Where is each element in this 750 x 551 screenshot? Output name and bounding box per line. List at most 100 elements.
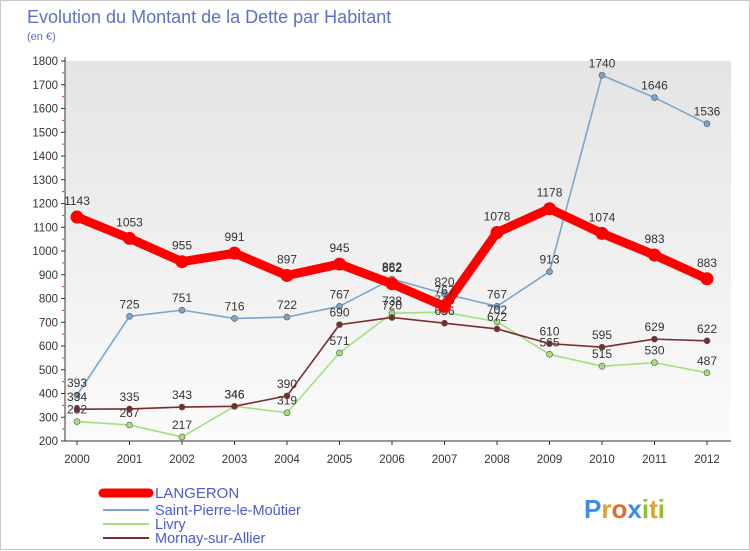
data-point bbox=[73, 418, 81, 425]
data-point bbox=[283, 313, 291, 321]
y-tick-label: 1800 bbox=[32, 56, 58, 68]
y-tick-label: 1300 bbox=[32, 175, 58, 187]
data-point bbox=[126, 313, 133, 320]
data-label: 487 bbox=[697, 354, 717, 368]
data-label: 571 bbox=[329, 334, 349, 348]
data-point bbox=[703, 369, 711, 377]
data-label: 945 bbox=[329, 241, 349, 255]
data-point bbox=[595, 226, 609, 240]
data-point bbox=[228, 246, 241, 260]
data-label: 672 bbox=[487, 310, 507, 324]
data-label: 390 bbox=[277, 377, 297, 391]
data-point bbox=[441, 319, 448, 327]
legend: LANGERONSaint-Pierre-le-MoûtierLivryMorn… bbox=[98, 485, 301, 547]
data-point bbox=[283, 409, 291, 417]
y-tick-label: 1600 bbox=[32, 104, 58, 116]
y-tick-label: 300 bbox=[39, 412, 58, 424]
y-tick-label: 1700 bbox=[32, 80, 58, 92]
data-point bbox=[490, 225, 504, 239]
data-label: 622 bbox=[697, 322, 717, 336]
data-label: 716 bbox=[224, 299, 244, 313]
data-label: 883 bbox=[697, 256, 717, 270]
data-label: 722 bbox=[277, 298, 297, 312]
data-point bbox=[231, 403, 238, 410]
data-label: 515 bbox=[592, 347, 612, 361]
data-point bbox=[598, 343, 606, 351]
data-label: 1646 bbox=[641, 79, 668, 93]
data-point bbox=[441, 290, 448, 298]
data-label: 913 bbox=[539, 253, 559, 267]
data-point bbox=[546, 351, 553, 358]
data-point bbox=[543, 202, 556, 216]
proxiti-logo: Proxiti bbox=[584, 494, 665, 524]
data-label: 702 bbox=[487, 303, 507, 317]
data-label: 983 bbox=[644, 232, 664, 246]
data-label: 1143 bbox=[64, 194, 90, 208]
y-tick-label: 1400 bbox=[32, 151, 58, 163]
series-0: 1143 1053 955 991 897 945 862 767 1078 1178 1074 98… bbox=[64, 186, 717, 313]
data-label: 897 bbox=[277, 252, 297, 266]
x-tick-label: 2000 bbox=[64, 454, 90, 466]
data-point bbox=[123, 231, 136, 245]
y-tick-label: 800 bbox=[39, 294, 58, 306]
data-point bbox=[703, 120, 711, 127]
data-point bbox=[126, 405, 133, 413]
data-point bbox=[333, 257, 346, 271]
data-label: 343 bbox=[172, 388, 192, 402]
data-label: 767 bbox=[329, 287, 349, 301]
y-tick-label: 600 bbox=[39, 341, 58, 353]
legend-label: Livry bbox=[155, 517, 186, 533]
data-label: 725 bbox=[119, 297, 139, 311]
plot-area bbox=[65, 61, 731, 441]
data-label: 767 bbox=[434, 283, 454, 297]
x-tick-label: 2004 bbox=[274, 454, 300, 466]
data-point bbox=[283, 392, 291, 400]
x-tick-label: 2007 bbox=[432, 454, 458, 466]
data-point bbox=[280, 268, 294, 282]
data-label: 1053 bbox=[116, 215, 143, 229]
data-label: 629 bbox=[644, 320, 664, 334]
data-point bbox=[546, 268, 553, 275]
y-tick-label: 400 bbox=[39, 389, 58, 401]
data-label: 217 bbox=[172, 418, 192, 432]
data-point bbox=[598, 362, 606, 370]
data-point bbox=[178, 403, 186, 411]
data-point bbox=[388, 314, 396, 321]
data-point bbox=[336, 303, 343, 310]
data-label: 738 bbox=[382, 294, 402, 308]
data-label: 820 bbox=[434, 275, 454, 289]
data-point bbox=[231, 315, 238, 322]
svg-text:Proxiti: Proxiti bbox=[584, 494, 665, 524]
data-label: 862 bbox=[382, 261, 402, 275]
data-point bbox=[126, 421, 133, 429]
data-label: 1074 bbox=[589, 210, 616, 224]
data-label: 595 bbox=[592, 328, 612, 342]
data-label: 530 bbox=[644, 344, 664, 358]
data-point bbox=[175, 255, 189, 269]
x-tick-label: 2001 bbox=[117, 454, 143, 466]
data-label: 690 bbox=[329, 306, 349, 320]
chart-title: Evolution du Montant de la Dette par Hab… bbox=[27, 7, 391, 27]
data-label: 955 bbox=[172, 239, 192, 253]
data-label: 1078 bbox=[484, 209, 511, 223]
axes: 200 300 400 500 600 700 800 900 1000 1100 1200 1300… bbox=[32, 56, 731, 466]
data-point bbox=[73, 405, 81, 413]
data-label: 335 bbox=[119, 390, 139, 404]
data-point bbox=[493, 303, 501, 310]
y-tick-label: 700 bbox=[39, 317, 58, 329]
y-tick-label: 500 bbox=[39, 365, 58, 377]
data-label: 346 bbox=[224, 387, 244, 401]
data-label: 720 bbox=[382, 299, 402, 313]
legend-label: Saint-Pierre-le-Moûtier bbox=[155, 503, 301, 519]
data-label: 882 bbox=[382, 260, 402, 274]
y-tick-label: 1100 bbox=[33, 222, 58, 234]
chart-subtitle: (en €) bbox=[27, 31, 56, 43]
data-label: 1536 bbox=[694, 105, 721, 119]
x-tick-label: 2005 bbox=[327, 454, 353, 466]
data-point bbox=[648, 248, 661, 262]
data-label: 393 bbox=[67, 376, 87, 390]
x-tick-label: 2003 bbox=[222, 454, 248, 466]
data-label: 767 bbox=[487, 287, 507, 301]
